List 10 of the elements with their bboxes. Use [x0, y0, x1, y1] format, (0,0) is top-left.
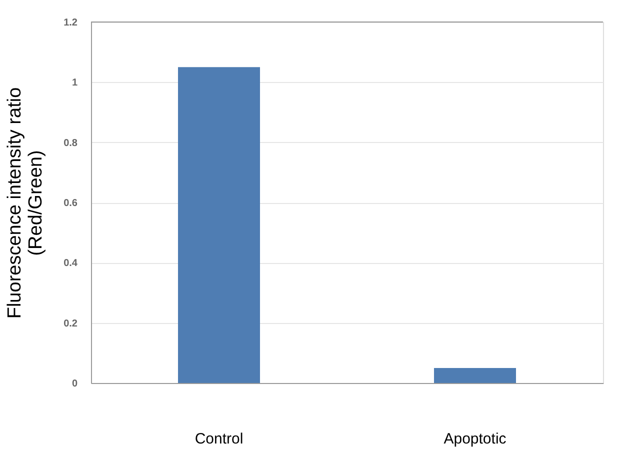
- y-axis-title: Fluorescence intensity ratio (Red/Green): [4, 87, 47, 319]
- y-tick-label: 0.8: [64, 138, 78, 149]
- y-tick-label: 1: [72, 78, 78, 89]
- y-tick-label: 0.2: [64, 318, 78, 330]
- y-tick-label: 0.4: [64, 258, 78, 270]
- x-tick-label: Apoptotic: [444, 430, 507, 448]
- y-tick-label: 0.6: [64, 198, 78, 209]
- y-tick-label: 1.2: [64, 18, 78, 28]
- x-tick-label: Control: [194, 430, 244, 448]
- y-tick-label: 0: [72, 378, 78, 390]
